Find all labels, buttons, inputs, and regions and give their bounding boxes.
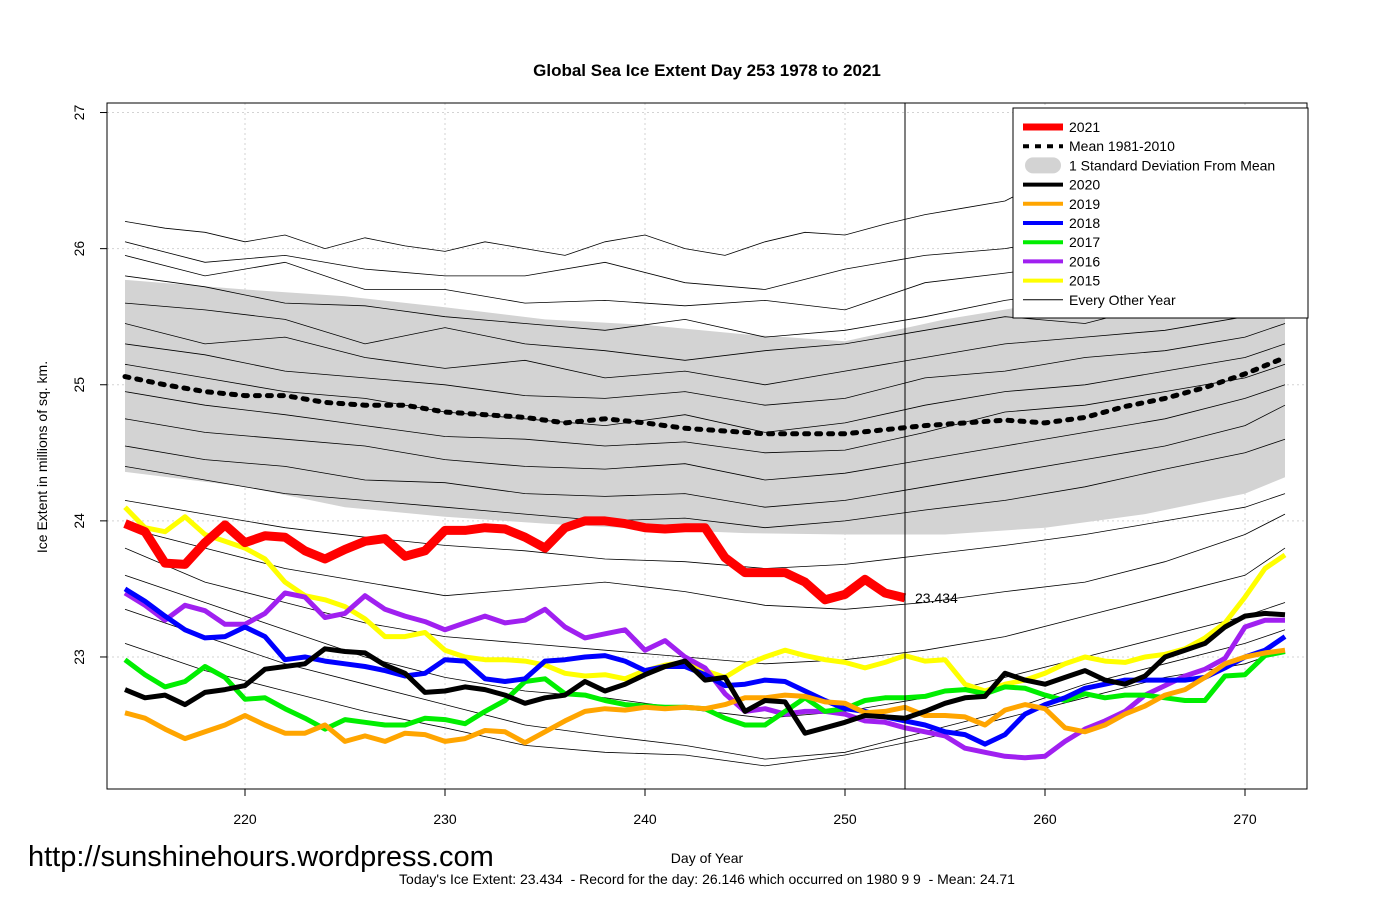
background-year-line: [124, 574, 1286, 719]
watermark-url[interactable]: http://sunshinehours.wordpress.com: [28, 841, 494, 873]
background-year-line: [124, 323, 1286, 406]
legend-box: [1012, 107, 1309, 319]
background-year-line: [124, 547, 1286, 665]
background-year-line: [124, 438, 1286, 529]
legend-label: 2021: [1069, 119, 1100, 135]
marker-layer: 23.434: [904, 103, 958, 789]
series-layer: [122, 355, 1288, 761]
legend-label: 1 Standard Deviation From Mean: [1069, 157, 1275, 173]
std-deviation-band: [125, 235, 1285, 535]
background-year-line: [124, 363, 1286, 454]
legend-label: 2018: [1069, 215, 1100, 231]
x-axis-title: Day of Year: [671, 850, 744, 866]
y-axis: 23 24 25 26 27: [71, 105, 107, 665]
background-year-line: [124, 608, 1286, 760]
x-tick-label: 250: [833, 811, 857, 827]
legend-label: 2020: [1069, 177, 1100, 193]
background-year-line: [124, 302, 1286, 386]
plot-frame: [106, 102, 1308, 790]
chart-title: Global Sea Ice Extent Day 253 1978 to 20…: [533, 61, 881, 80]
series-line-2016: [123, 590, 1285, 761]
y-axis-title: Ice Extent in millions of sq. km.: [34, 361, 50, 553]
legend-label: 2019: [1069, 196, 1100, 212]
current-value-label: 23.434: [915, 590, 958, 606]
series-line-mean-1981-2010: [122, 355, 1288, 437]
legend: 2021 Mean 1981-2010 1 Standard Deviation F…: [1012, 107, 1309, 319]
background-year-line: [124, 493, 1286, 569]
y-tick-label: 23: [71, 649, 87, 665]
legend-label: Mean 1981-2010: [1069, 138, 1175, 154]
background-year-line: [124, 643, 1286, 767]
std-deviation-band-layer: [125, 235, 1285, 535]
footer-summary: Today's Ice Extent: 23.434 - Record for …: [399, 871, 1015, 887]
legend-label: 2016: [1069, 253, 1100, 269]
background-year-line: [124, 513, 1286, 610]
x-tick-label: 260: [1033, 811, 1057, 827]
background-year-line: [124, 384, 1286, 481]
x-tick-label: 220: [233, 811, 257, 827]
y-tick-label: 27: [71, 105, 87, 121]
y-tick-label: 26: [71, 241, 87, 257]
legend-label: 2017: [1069, 234, 1100, 250]
x-tick-label: 240: [633, 811, 657, 827]
y-tick-label: 25: [71, 377, 87, 393]
series-line-2020: [124, 610, 1286, 736]
y-tick-label: 24: [71, 513, 87, 529]
x-tick-label: 230: [433, 811, 457, 827]
x-tick-label: 270: [1233, 811, 1257, 827]
background-year-line: [124, 343, 1286, 433]
legend-label: Every Other Year: [1069, 292, 1176, 308]
series-line-2018: [123, 586, 1287, 747]
series-line-2021: [123, 516, 907, 605]
x-axis: 220 230 240 250 260 270: [233, 789, 1257, 827]
legend-label: 2015: [1069, 273, 1100, 289]
legend-swatch: [1025, 157, 1061, 174]
series-line-2019: [124, 647, 1286, 746]
background-year-line: [124, 404, 1286, 508]
